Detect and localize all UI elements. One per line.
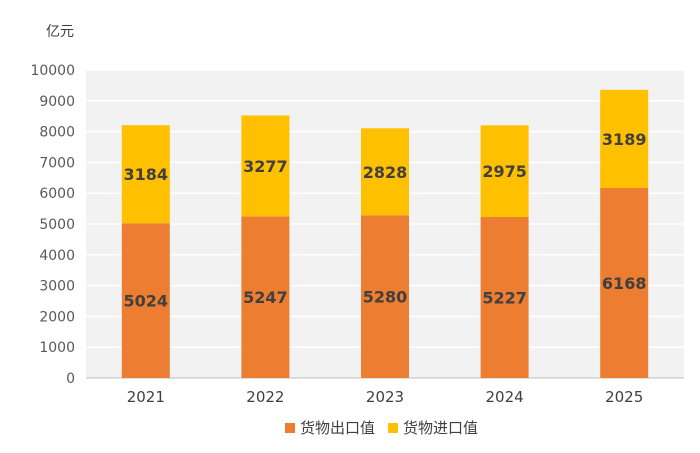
y-tick-label: 4000 [39, 248, 75, 264]
y-tick-label: 7000 [39, 155, 75, 171]
bar-import-2023 [361, 128, 409, 216]
y-axis-ticks: 0 1000 2000 3000 4000 5000 6000 7000 8000 9000 100… [30, 63, 75, 387]
y-tick-label: 6000 [39, 186, 75, 202]
data-label: 5247 [243, 288, 288, 307]
bar-import-2024 [480, 125, 529, 218]
data-label: 3277 [243, 157, 288, 176]
data-label: 5280 [363, 288, 408, 307]
bar-export-2022 [241, 216, 290, 378]
bars: 5024 3184 5247 3277 5280 2828 5227 2975 6168 3189 [121, 89, 649, 378]
y-tick-label: 5000 [39, 217, 75, 233]
x-tick-label: 2021 [127, 388, 165, 406]
data-label: 3184 [124, 165, 169, 184]
legend-label: 货物进口值 [403, 419, 478, 437]
y-tick-label: 10000 [30, 63, 75, 79]
bar-export-2025 [600, 188, 649, 378]
x-tick-label: 2022 [246, 388, 284, 406]
y-tick-label: 1000 [39, 340, 75, 356]
bar-export-2021 [121, 223, 170, 378]
data-label: 5227 [482, 289, 527, 308]
legend: 货物出口值 货物进口值 [285, 419, 478, 437]
legend-swatch [285, 423, 295, 433]
legend-label: 货物出口值 [300, 419, 375, 437]
data-label: 3189 [602, 130, 647, 149]
data-label: 2975 [482, 162, 527, 181]
y-tick-label: 8000 [39, 125, 75, 141]
y-tick-label: 9000 [39, 94, 75, 110]
legend-swatch [388, 423, 398, 433]
data-label: 5024 [124, 292, 169, 311]
bar-import-2021 [121, 125, 170, 224]
bar-import-2022 [241, 115, 290, 217]
bar-export-2024 [480, 217, 529, 378]
unit-label: 亿元 [46, 24, 74, 40]
bar-export-2023 [361, 215, 409, 378]
x-tick-label: 2025 [605, 388, 643, 406]
x-tick-label: 2023 [366, 388, 404, 406]
y-tick-label: 3000 [39, 279, 75, 295]
y-tick-label: 0 [66, 371, 75, 387]
data-label: 2828 [363, 163, 408, 182]
bar-import-2025 [600, 89, 649, 189]
data-label: 6168 [602, 274, 647, 293]
x-tick-label: 2024 [486, 388, 524, 406]
y-tick-label: 2000 [39, 309, 75, 325]
x-axis-ticks: 2021 2022 2023 2024 2025 [127, 388, 644, 406]
